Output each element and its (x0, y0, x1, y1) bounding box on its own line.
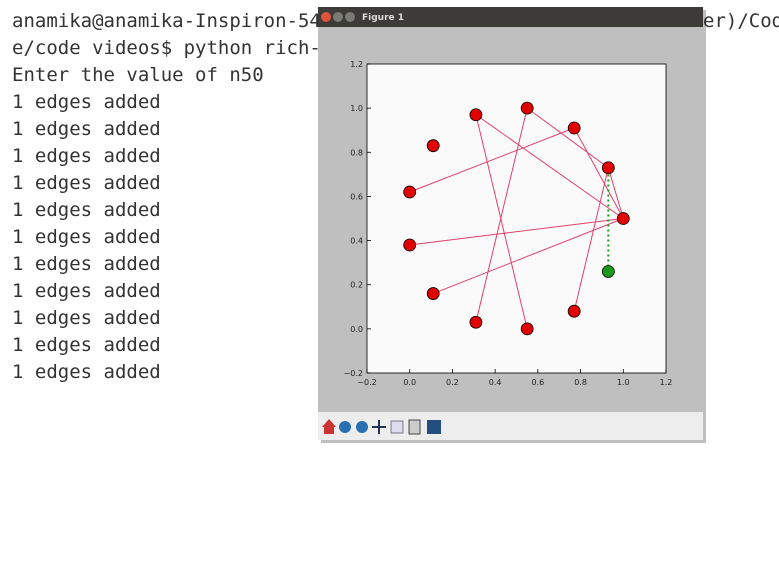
terminal-line: 1 edges added (12, 145, 161, 167)
y-tick-label: 0.0 (350, 325, 363, 334)
subplots-button[interactable] (408, 419, 421, 435)
toolbar-icons (322, 419, 441, 435)
node (567, 304, 581, 318)
edge (475, 114, 624, 219)
node (567, 121, 581, 135)
y-tick-label: 1.2 (350, 60, 363, 69)
edge (475, 108, 528, 323)
node (469, 108, 483, 122)
edge (475, 114, 528, 329)
title-bar (318, 7, 703, 27)
terminal-line: 1 edges added (12, 307, 161, 329)
node (601, 265, 615, 278)
minimize-button[interactable] (333, 12, 343, 22)
node (469, 315, 483, 329)
window-title: Figure 1 (362, 13, 404, 23)
x-tick-label: 0.6 (531, 378, 544, 387)
x-tick-label: 1.0 (617, 378, 630, 387)
terminal-line-tail: er)/Cod (703, 10, 779, 32)
node (520, 101, 534, 115)
terminal: anamika@anamika-Inspiron-5423:~ e/code vi… (12, 10, 779, 383)
terminal-line: 1 edges added (12, 361, 161, 383)
forward-button[interactable] (356, 421, 368, 433)
plot: −0.2 0.0 0.2 0.4 0.6 0.8 1.0 1.2 −0.2 0.0 0.2 0.4 0.… (344, 60, 673, 387)
close-button[interactable] (321, 12, 331, 22)
edge (607, 167, 624, 219)
y-tick-label: 0.6 (350, 192, 363, 201)
back-button[interactable] (339, 421, 351, 433)
node (616, 212, 630, 225)
terminal-line: Enter the value of n50 (12, 64, 264, 86)
node (520, 322, 534, 336)
y-tick-label: 0.8 (350, 148, 363, 157)
x-tick-label: 0.2 (446, 378, 459, 387)
node (426, 287, 440, 300)
home-button[interactable] (322, 419, 336, 434)
terminal-line: 1 edges added (12, 334, 161, 356)
terminal-line: anamika@anamika-Inspiron-5423:~ (12, 10, 367, 32)
edge (526, 107, 609, 169)
node (403, 185, 417, 199)
y-tick-label: −0.2 (344, 369, 363, 378)
edge (409, 218, 624, 246)
terminal-line: 1 edges added (12, 226, 161, 248)
pan-button[interactable] (372, 420, 386, 434)
y-tick-label: 0.4 (350, 237, 363, 246)
terminal-line: e/code videos$ python rich-get- (12, 37, 367, 59)
terminal-line: 1 edges added (12, 280, 161, 302)
edge (433, 218, 624, 295)
node (426, 139, 440, 153)
x-tick-label: 0.4 (489, 378, 502, 387)
node (403, 238, 417, 252)
x-tick-label: 0.8 (574, 378, 587, 387)
node (601, 161, 615, 175)
y-tick-label: 0.2 (350, 281, 363, 290)
zoom-button[interactable] (390, 420, 404, 434)
y-tick-label: 1.0 (350, 104, 363, 113)
save-button[interactable] (427, 420, 441, 434)
terminal-line: 1 edges added (12, 91, 161, 113)
x-tick-label: −0.2 (357, 378, 376, 387)
x-tick-label: 1.2 (660, 378, 673, 387)
edge (573, 167, 609, 312)
edge (573, 127, 624, 219)
maximize-button[interactable] (345, 12, 355, 22)
terminal-line: 1 edges added (12, 172, 161, 194)
edge (409, 127, 575, 193)
x-tick-label: 0.0 (403, 378, 416, 387)
axes (366, 63, 667, 374)
figure-window: Figure 1 −0.2 0.0 0.2 0.4 0.6 0.8 1.0 1.2 −0.2 0.… (318, 7, 706, 443)
terminal-line: 1 edges added (12, 118, 161, 140)
terminal-line: 1 edges added (12, 199, 161, 221)
terminal-line: 1 edges added (12, 253, 161, 275)
